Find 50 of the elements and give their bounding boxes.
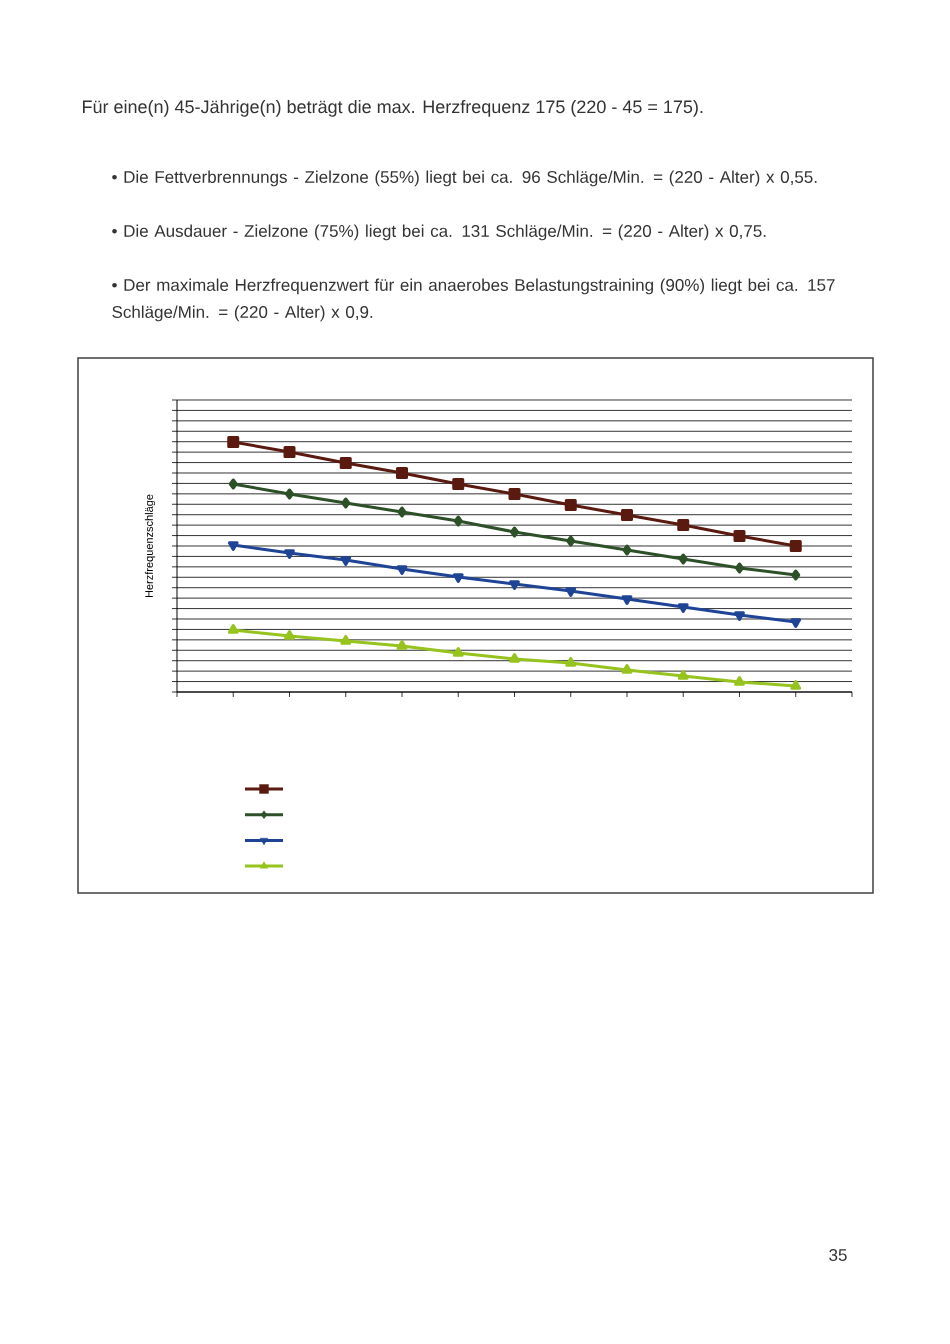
text: • Die Ausdauer - Zielzone (75%) liegt bei ca. 131 Schläge/Min. = (220 - Alter) x 0,75. xyxy=(112,224,766,241)
point xyxy=(227,435,240,448)
point xyxy=(733,529,746,542)
point xyxy=(677,603,689,613)
point xyxy=(621,663,633,674)
point xyxy=(340,634,352,645)
point xyxy=(621,595,633,605)
y-axis-title: Herzfrequenzschläge xyxy=(144,494,156,598)
point xyxy=(509,580,520,590)
point xyxy=(565,587,577,597)
point xyxy=(790,618,802,628)
point xyxy=(283,445,296,458)
point xyxy=(508,487,521,500)
point xyxy=(565,656,577,667)
point xyxy=(677,518,690,531)
point xyxy=(227,623,239,634)
point xyxy=(790,679,802,690)
point xyxy=(227,541,239,551)
point xyxy=(397,506,407,518)
text: • Der maximale Herzfrequenzwert für ein anaerobes Belastungstraining (90%) liegt bei ca. 157 Schläge/Min. = (220 - Alter) x 0,9. xyxy=(112,278,835,322)
point xyxy=(566,535,576,547)
point xyxy=(621,508,633,521)
point xyxy=(339,456,352,469)
point xyxy=(228,478,238,490)
point xyxy=(452,477,465,490)
point xyxy=(735,562,744,574)
point xyxy=(791,569,801,581)
point xyxy=(452,573,464,583)
point xyxy=(789,539,802,552)
point xyxy=(396,466,408,479)
text: • Die Fettverbrennungs - Zielzone (55%) liegt bei ca. 96 Schläge/Min. = (220 - Alter) x 0,55. xyxy=(112,170,817,187)
point xyxy=(509,652,520,663)
point xyxy=(396,565,408,575)
point xyxy=(453,515,463,527)
point xyxy=(510,526,519,538)
point xyxy=(340,556,352,566)
point xyxy=(734,675,745,686)
point xyxy=(622,544,632,556)
point xyxy=(452,646,464,657)
point xyxy=(564,498,577,511)
point xyxy=(284,629,295,640)
point xyxy=(341,497,351,509)
point xyxy=(396,639,408,650)
chart-title: Für eine(n) 45-Jährige(n) beträgt die max. Herzfrequenz 175 (220 - 45 = 175). xyxy=(83,99,703,117)
point xyxy=(678,553,688,565)
text: 35 xyxy=(829,1248,847,1262)
point xyxy=(284,549,295,559)
point xyxy=(734,611,745,621)
point xyxy=(677,669,689,680)
point xyxy=(285,488,294,500)
